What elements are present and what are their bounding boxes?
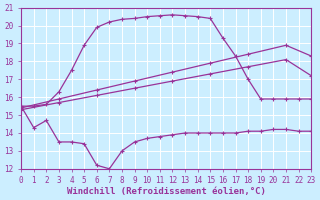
X-axis label: Windchill (Refroidissement éolien,°C): Windchill (Refroidissement éolien,°C) [67, 187, 266, 196]
